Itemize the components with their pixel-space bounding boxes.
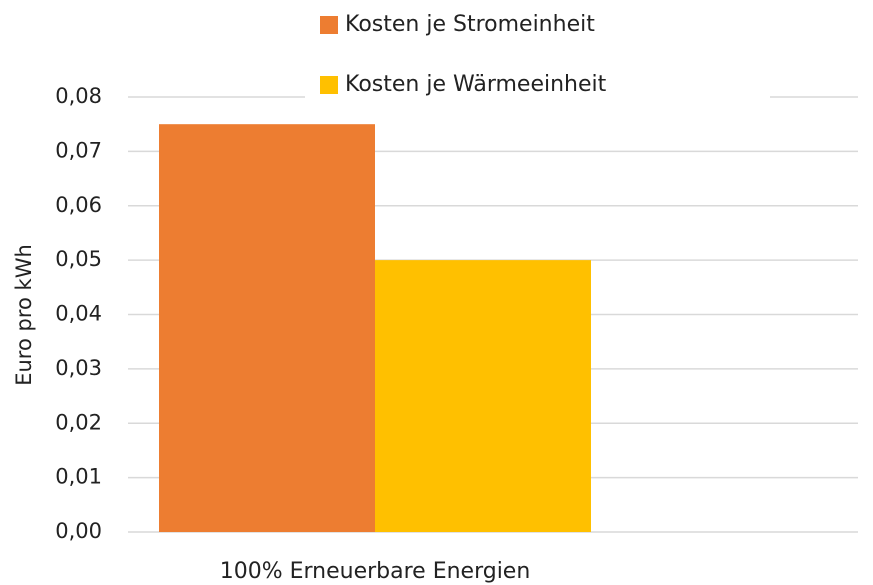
legend-label: Kosten je Stromeinheit <box>345 12 595 37</box>
legend-label: Kosten je Wärmeeinheit <box>345 72 607 97</box>
legend-swatch <box>320 76 338 94</box>
y-tick-label: 0,05 <box>55 247 102 271</box>
bar <box>375 260 591 532</box>
y-tick-label: 0,07 <box>55 138 102 162</box>
y-tick-label: 0,03 <box>55 356 102 380</box>
y-tick-label: 0,01 <box>55 465 102 489</box>
y-tick-label: 0,06 <box>55 193 102 217</box>
y-tick-label: 0,04 <box>55 302 102 326</box>
bar <box>159 124 375 532</box>
y-tick-label: 0,02 <box>55 410 102 434</box>
y-axis-title: Euro pro kWh <box>12 244 36 386</box>
y-tick-label: 0,08 <box>55 84 102 108</box>
x-tick-label: 100% Erneuerbare Energien <box>220 559 531 584</box>
y-tick-label: 0,00 <box>55 519 102 543</box>
legend-swatch <box>320 16 338 34</box>
legend-background <box>305 0 770 110</box>
